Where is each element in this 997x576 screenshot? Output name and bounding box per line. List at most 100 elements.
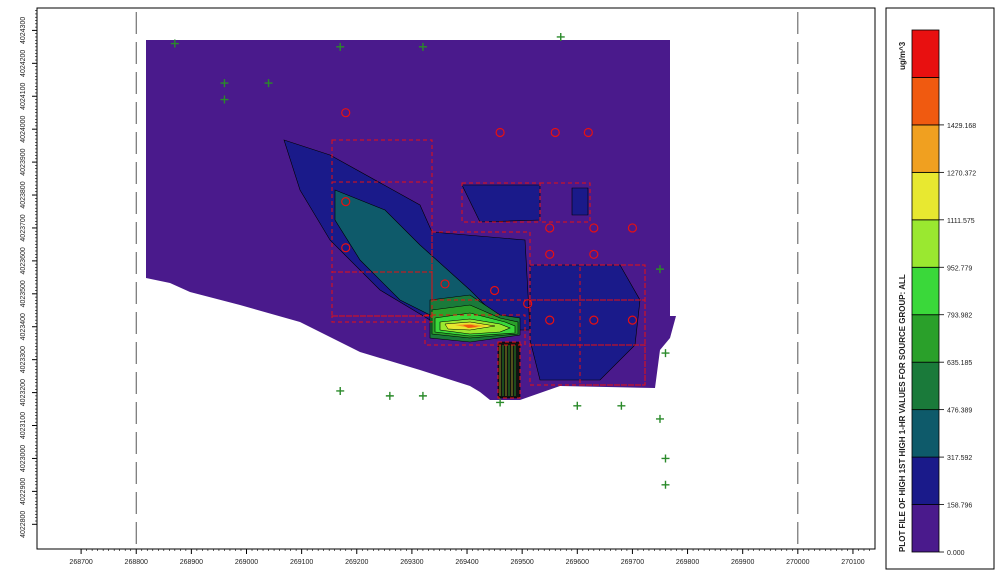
source-marker [550,127,560,138]
legend-label: 635.185 [947,360,972,367]
y-tick-label: 4024100 [20,83,27,110]
source-marker [583,127,593,138]
source-marker [627,315,638,325]
legend-units: ug/m^3 [898,41,907,70]
source-footprints [331,139,646,399]
legend-label: 476.389 [947,408,972,415]
y-tick-label: 4023800 [20,181,27,208]
legend-labels: 0.000 158.796 317.592 476.389 635.185 793.982… [939,123,976,557]
x-tick-label: 269900 [731,559,754,566]
legend-swatch [911,504,940,553]
source-footprint [539,182,591,223]
receptor-marker [264,79,273,88]
receptor-marker [573,401,582,410]
contour-level-9 [463,325,478,328]
x-tick-label: 269200 [345,559,368,566]
receptor-markers [170,32,670,489]
x-tick-label: 269000 [235,559,258,566]
x-tick-label: 268700 [69,559,92,566]
legend-swatch [911,266,940,316]
source-marker [589,223,599,233]
x-tick-label: 269800 [676,559,699,566]
y-tick-label: 4024200 [20,50,27,77]
y-axis: 4022800 4022900 4023000 4023100 4023200 40233… [20,10,37,538]
receptor-marker [496,398,505,407]
contour-level-1b [529,264,641,381]
receptor-marker [336,386,345,395]
contour-level-1d [571,187,589,216]
source-footprint [424,314,526,346]
receptor-marker [170,39,179,48]
y-tick-label: 4022900 [20,478,27,505]
legend-swatch [911,171,940,221]
legend-swatch [911,361,940,411]
receptor-marker [661,454,670,463]
receptor-marker [655,414,664,423]
source-footprint [331,315,433,323]
legend-swatch [911,409,940,458]
source-marker [545,223,555,233]
source-footprint [431,231,531,301]
legend-swatch [911,314,940,363]
receptor-marker [220,95,229,104]
x-tick-label: 270100 [841,559,864,566]
source-marker [489,285,500,296]
y-tick-label: 4023700 [20,214,27,241]
receptor-marker [661,349,670,358]
x-tick-label: 268900 [180,559,203,566]
receptor-marker [418,391,427,400]
source-markers [341,108,638,325]
y-tick-label: 4023900 [20,148,27,175]
legend-label: 317.592 [947,455,972,462]
legend-swatch [911,77,940,126]
y-tick-label: 4023000 [20,445,27,472]
receptor-marker [220,79,229,88]
y-tick-label: 4024300 [20,17,27,44]
receptor-marker [661,480,670,489]
legend-swatch [911,219,940,268]
receptor-marker [655,265,664,274]
legend-label: 793.982 [947,313,972,320]
source-footprint [461,182,541,223]
x-axis: 268700 268800 268900 269000 269100 269200 2693… [69,549,870,566]
legend-swatch [911,29,940,78]
legend-label: 0.000 [947,550,965,557]
receptor-marker [385,391,394,400]
source-marker [627,223,638,233]
source-marker [545,315,555,325]
x-tick-label: 269700 [621,559,644,566]
y-tick-label: 4023200 [20,379,27,406]
receptor-marker [556,32,565,41]
y-tick-label: 4023600 [20,247,27,274]
x-tick-label: 269100 [290,559,313,566]
legend: 0.000 158.796 317.592 476.389 635.185 793.982… [885,7,995,570]
x-tick-label: 269400 [455,559,478,566]
receptor-marker [418,42,427,51]
x-tick-label: 269500 [510,559,533,566]
legend-title: PLOT FILE OF HIGH 1ST HIGH 1-HR VALUES F… [898,274,907,552]
x-tick-label: 269300 [400,559,423,566]
x-tick-label: 269600 [566,559,589,566]
y-tick-label: 4022800 [20,511,27,538]
source-marker [589,315,599,325]
concentration-contours [146,40,676,400]
legend-label: 1111.575 [947,218,975,225]
legend-label: 952.779 [947,265,972,272]
source-marker [341,108,351,118]
legend-label: 1429.168 [947,123,976,130]
y-tick-label: 4024000 [20,115,27,142]
legend-frame [885,7,995,570]
source-marker [341,243,351,253]
x-tick-label: 270000 [786,559,809,566]
x-tick-label: 268800 [125,559,148,566]
receptor-marker [336,42,345,51]
legend-swatches [911,29,940,553]
source-footprint [497,341,521,399]
legend-label: 158.796 [947,503,972,510]
receptor-marker [617,401,626,410]
legend-swatch [911,456,940,505]
source-marker [440,279,450,289]
legend-swatch [911,124,940,173]
y-tick-label: 4023500 [20,280,27,307]
